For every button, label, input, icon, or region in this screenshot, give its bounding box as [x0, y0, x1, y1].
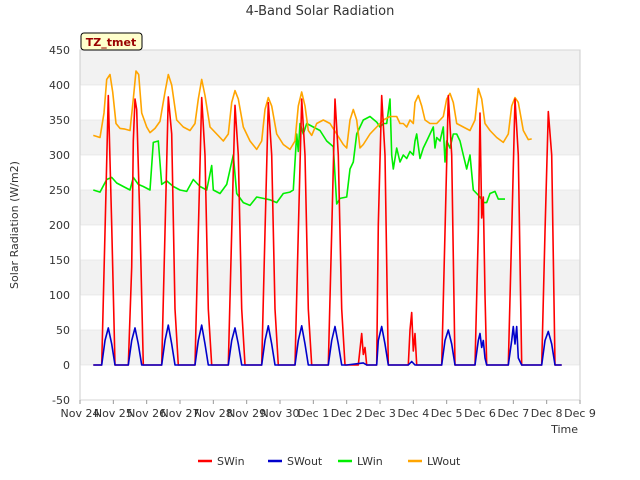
series-line-swin — [93, 94, 562, 366]
y-axis-label: Solar Radiation (W/m2) — [8, 161, 21, 289]
site-tag-label: TZ_tmet — [86, 36, 136, 49]
x-tick-label: Nov 27 — [161, 407, 200, 420]
y-tick-label: 150 — [49, 254, 70, 267]
y-tick-label: 200 — [49, 219, 70, 232]
series-line-lwout — [93, 70, 532, 151]
y-tick-label: 100 — [49, 289, 70, 302]
y-tick-label: 450 — [49, 44, 70, 57]
grid-band — [80, 50, 580, 85]
y-axis-ticks: -50 0 50 100 150 200 250 300 350 400 450 — [49, 44, 580, 407]
legend-label-swout: SWout — [287, 455, 323, 468]
x-tick-label: Dec 9 — [564, 407, 596, 420]
y-tick-label: 300 — [49, 149, 70, 162]
grid-band — [80, 85, 580, 120]
y-tick-label: 250 — [49, 184, 70, 197]
x-tick-label: Dec 3 — [364, 407, 396, 420]
x-tick-label: Dec 5 — [431, 407, 463, 420]
x-tick-label: Nov 28 — [194, 407, 233, 420]
chart-title: 4-Band Solar Radiation — [246, 4, 395, 19]
legend-label-swin: SWin — [217, 455, 245, 468]
x-tick-label: Dec 7 — [497, 407, 529, 420]
site-tag-box — [80, 32, 143, 51]
x-tick-label: Dec 6 — [464, 407, 496, 420]
grid-band — [80, 365, 580, 400]
x-tick-label: Dec 8 — [531, 407, 563, 420]
x-tick-label: Dec 2 — [331, 407, 363, 420]
y-tick-label: 50 — [56, 324, 70, 337]
x-tick-label: Nov 24 — [61, 407, 100, 420]
legend: SWin SWout LWin LWout — [198, 455, 461, 468]
x-tick-label: Nov 26 — [127, 407, 166, 420]
legend-label-lwin: LWin — [357, 455, 383, 468]
y-tick-label: 350 — [49, 114, 70, 127]
y-tick-label: 0 — [63, 359, 70, 372]
y-tick-label: 400 — [49, 79, 70, 92]
legend-label-lwout: LWout — [427, 455, 461, 468]
series-lines — [93, 70, 562, 366]
grid-band — [80, 225, 580, 260]
x-tick-label: Dec 1 — [297, 407, 329, 420]
x-tick-label: Nov 29 — [227, 407, 266, 420]
y-tick-label: -50 — [52, 394, 70, 407]
x-tick-label: Dec 4 — [397, 407, 429, 420]
x-tick-label: Nov 30 — [261, 407, 300, 420]
x-tick-label: Nov 25 — [94, 407, 133, 420]
x-axis-label: Time — [550, 423, 578, 436]
grid-band — [80, 120, 580, 155]
grid-band — [80, 155, 580, 190]
grid-band — [80, 190, 580, 225]
series-line-swout — [93, 324, 562, 366]
site-tag: TZ_tmet — [80, 32, 143, 51]
